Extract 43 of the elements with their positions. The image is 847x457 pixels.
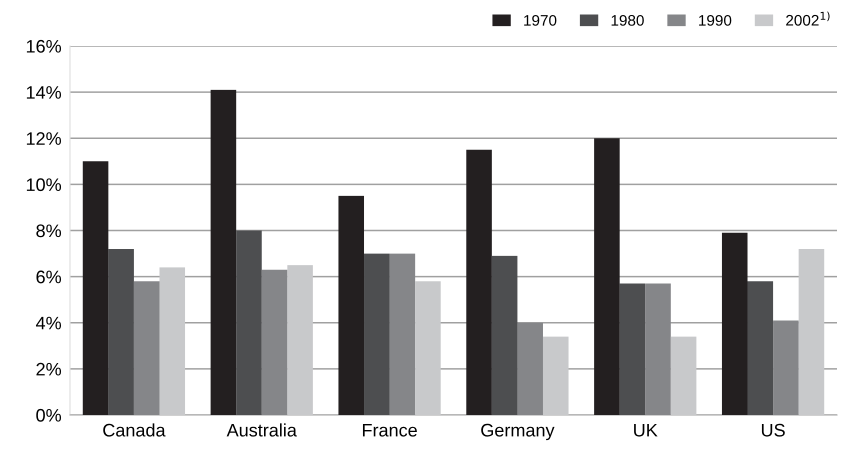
y-tick-label: 10% bbox=[26, 178, 62, 192]
bar bbox=[287, 265, 313, 415]
bar bbox=[594, 138, 620, 415]
bar bbox=[108, 248, 134, 415]
bar bbox=[542, 336, 569, 415]
y-tick-label: 6% bbox=[36, 270, 62, 284]
y-tick-label: 4% bbox=[36, 316, 62, 330]
bar bbox=[134, 281, 160, 415]
x-tick-label: France bbox=[362, 424, 417, 437]
x-tick-label: US bbox=[762, 424, 785, 437]
bar bbox=[390, 254, 416, 415]
bar bbox=[517, 322, 543, 415]
bar bbox=[82, 161, 108, 415]
bar bbox=[492, 256, 518, 415]
y-tick-label: 12% bbox=[26, 132, 62, 145]
legend-label: 1980 bbox=[612, 14, 644, 26]
y-tick-label: 8% bbox=[36, 224, 62, 238]
bar bbox=[773, 320, 799, 415]
y-tick-label: 2% bbox=[36, 362, 62, 376]
legend-label: 1970 bbox=[524, 14, 556, 26]
bar bbox=[620, 284, 646, 415]
x-tick-label: Australia bbox=[226, 423, 297, 437]
x-tick-label: Canada bbox=[103, 423, 166, 437]
x-tick-label: Germany bbox=[481, 424, 555, 440]
y-tick-label: 16% bbox=[26, 40, 62, 53]
bar bbox=[415, 281, 441, 415]
y-tick-label: 14% bbox=[26, 86, 62, 99]
legend-label: 1990 bbox=[699, 14, 732, 26]
bar bbox=[210, 90, 236, 415]
bar bbox=[748, 281, 774, 415]
bar bbox=[798, 248, 824, 415]
bar bbox=[645, 284, 671, 415]
y-tick-label: 0% bbox=[36, 408, 62, 422]
bar bbox=[670, 336, 696, 415]
legend-label: 2002$^{1)}$ bbox=[786, 12, 830, 26]
bar bbox=[466, 150, 492, 415]
x-tick-label: UK bbox=[634, 424, 658, 437]
bar bbox=[236, 230, 262, 415]
bar bbox=[722, 232, 748, 415]
bar bbox=[262, 270, 288, 415]
bar bbox=[338, 196, 364, 415]
bar bbox=[364, 254, 390, 415]
bar bbox=[159, 267, 186, 415]
